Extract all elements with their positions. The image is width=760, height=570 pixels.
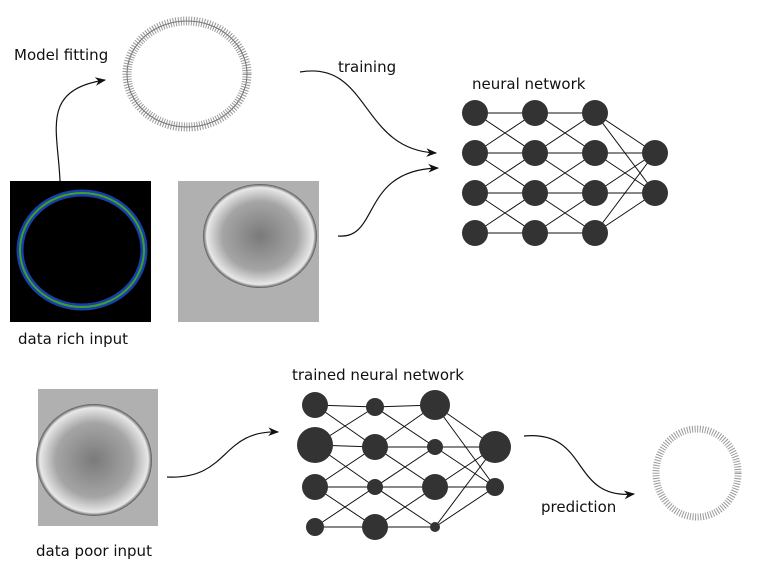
edge — [434, 404, 496, 488]
label: trained neural network — [292, 366, 464, 384]
node — [582, 100, 608, 126]
arrow — [299, 70, 438, 157]
fitted-contour-edge — [126, 20, 248, 128]
edge — [374, 406, 436, 448]
edge — [374, 446, 436, 488]
node — [367, 479, 383, 495]
edge — [434, 486, 496, 528]
node — [422, 474, 448, 500]
node — [462, 140, 488, 166]
node — [366, 398, 384, 416]
node — [522, 140, 548, 166]
node — [582, 140, 608, 166]
node — [462, 100, 488, 126]
label: prediction — [541, 498, 616, 516]
node — [522, 180, 548, 206]
fitted-contour — [122, 16, 252, 132]
arrow — [166, 427, 280, 478]
edge — [314, 486, 376, 528]
brightfield-cell — [203, 184, 317, 288]
node — [522, 220, 548, 246]
arrow — [337, 163, 440, 237]
arrow — [55, 77, 107, 182]
node — [462, 220, 488, 246]
arrow — [523, 435, 636, 500]
edge — [434, 446, 496, 528]
node — [522, 100, 548, 126]
node — [306, 518, 324, 536]
edge — [594, 152, 656, 234]
node — [420, 390, 450, 420]
label: neural network — [472, 75, 586, 93]
node — [479, 431, 511, 463]
node — [362, 514, 388, 540]
node — [302, 392, 328, 418]
node — [642, 140, 668, 166]
label: data rich input — [18, 330, 128, 348]
node — [642, 180, 668, 206]
node — [362, 434, 388, 460]
node — [297, 427, 333, 463]
node — [582, 220, 608, 246]
label: Model fitting — [14, 46, 108, 64]
label: training — [338, 58, 396, 76]
node — [486, 478, 504, 496]
predicted-contour — [652, 425, 742, 521]
node — [302, 474, 328, 500]
label: data poor input — [36, 542, 152, 560]
node — [427, 439, 443, 455]
fluorescence-image — [10, 181, 151, 322]
node — [462, 180, 488, 206]
fluorescence-ring-green — [19, 192, 145, 308]
brightfield-cell — [36, 404, 152, 516]
node — [430, 522, 440, 532]
node — [582, 180, 608, 206]
